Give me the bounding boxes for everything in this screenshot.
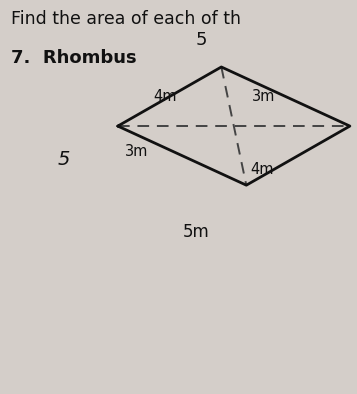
Text: 4m: 4m [250, 162, 273, 177]
Text: 4m: 4m [153, 89, 177, 104]
Text: 5: 5 [58, 150, 70, 169]
Text: 7.  Rhombus: 7. Rhombus [11, 49, 136, 67]
Text: Find the area of each of th: Find the area of each of th [11, 10, 241, 28]
Text: 3m: 3m [252, 89, 275, 104]
Text: 5: 5 [196, 31, 207, 49]
Text: 5m: 5m [183, 223, 210, 241]
Text: 3m: 3m [125, 144, 148, 159]
